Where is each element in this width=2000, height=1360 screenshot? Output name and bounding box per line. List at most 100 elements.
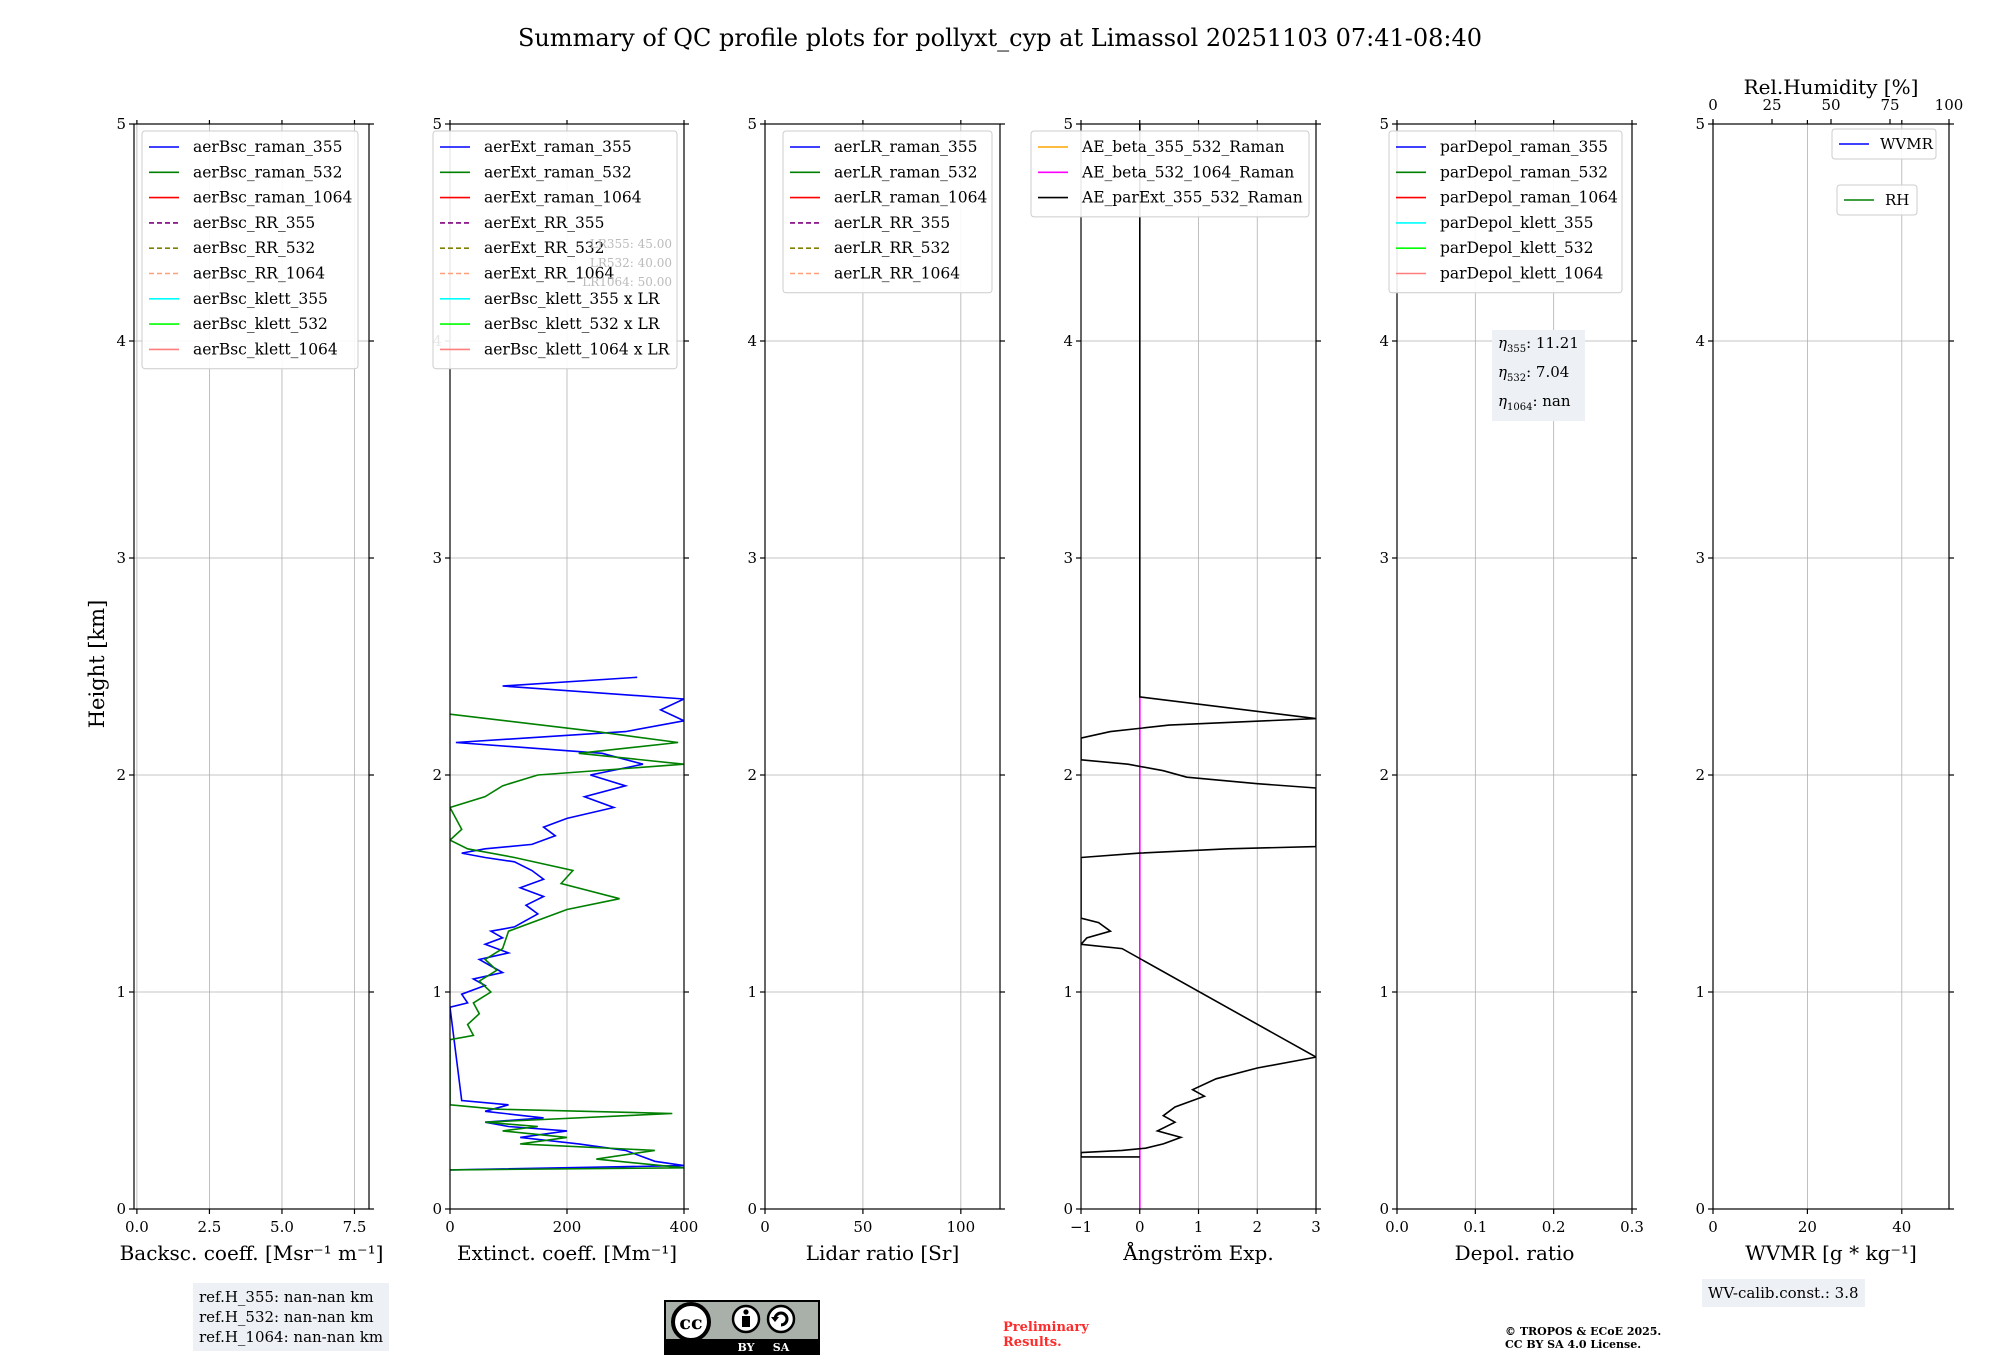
y-tick-label: 2: [432, 766, 442, 784]
legend-label: aerExt_raman_532: [484, 163, 632, 181]
x-tick-label: 1: [1194, 1218, 1204, 1236]
preliminary-results-note: Preliminary Results.: [1003, 1320, 1089, 1350]
legend-box: [141, 130, 359, 370]
y-tick-label: 5: [1695, 115, 1705, 133]
x-tick-label: −1: [1070, 1218, 1092, 1236]
legend-label: aerExt_RR_1064: [484, 265, 615, 283]
legend-label: aerBsc_klett_1064: [193, 340, 338, 358]
legend-label: aerBsc_klett_532: [193, 315, 328, 333]
legend-label: AE_beta_355_532_Raman: [1081, 138, 1284, 156]
legend-label: aerExt_raman_1064: [484, 189, 642, 207]
top-tick-label: 100: [1935, 96, 1964, 114]
legend-label: parDepol_klett_1064: [1440, 265, 1603, 283]
y-tick-label: 4: [747, 332, 757, 350]
x-tick-label: 0.0: [125, 1218, 149, 1236]
x-tick-label: 0: [1135, 1218, 1145, 1236]
top-tick-label: 75: [1880, 96, 1899, 114]
figure-title: Summary of QC profile plots for pollyxt_…: [517, 24, 1483, 52]
legend-label: aerLR_RR_355: [834, 214, 950, 232]
legend-label: parDepol_klett_355: [1440, 214, 1593, 232]
lidar-ratio-annotation: LR532: 40.00: [590, 256, 672, 270]
wv-calibration-box: WV-calib.const.: 3.8: [1702, 1279, 1865, 1307]
x-axis-label: Depol. ratio: [1455, 1241, 1575, 1265]
legend-label: AE_beta_532_1064_Raman: [1081, 163, 1294, 181]
x-tick-label: 0.0: [1385, 1218, 1409, 1236]
legend-label: aerBsc_RR_1064: [193, 265, 325, 283]
legend-label: aerLR_RR_532: [834, 239, 950, 257]
y-tick-label: 5: [747, 115, 757, 133]
y-tick-label: 1: [1695, 983, 1705, 1001]
top-tick-label: 50: [1821, 96, 1840, 114]
preliminary-line-2: Results.: [1003, 1335, 1062, 1350]
x-axis-label: Extinct. coeff. [Mm⁻¹]: [457, 1241, 677, 1265]
y-tick-label: 3: [1063, 549, 1073, 567]
cc-license-badge: cc BY SA: [664, 1300, 820, 1359]
panel-lr: 0 50 100 0 1 2 3 4 5 Lidar ratio [Sr] aerLR_raman_…: [747, 115, 1005, 1265]
reference-height-box: ref.H_355: nan-nan km ref.H_532: nan-nan…: [193, 1283, 390, 1351]
x-tick-label: 0.3: [1620, 1218, 1644, 1236]
y-tick-label: 3: [116, 549, 126, 567]
legend-label: AE_parExt_355_532_Raman: [1081, 189, 1303, 207]
x-tick-label: 0: [760, 1218, 770, 1236]
x-tick-label: 5.0: [270, 1218, 294, 1236]
sa-share-alike-icon: [766, 1304, 796, 1334]
legend-label: aerLR_raman_355: [834, 138, 977, 156]
y-tick-label: 1: [1063, 983, 1073, 1001]
legend-label: RH: [1885, 191, 1909, 209]
legend-label: aerBsc_klett_1064 x LR: [484, 340, 671, 358]
y-tick-label: 1: [116, 983, 126, 1001]
y-tick-label: 4: [1063, 332, 1073, 350]
legend-label: parDepol_klett_532: [1440, 239, 1593, 257]
x-axis-label: Backsc. coeff. [Msr⁻¹ m⁻¹]: [120, 1241, 384, 1265]
axes-frame: [764, 123, 1001, 1210]
y-tick-label: 5: [432, 115, 442, 133]
copyright-line-2: CC BY SA 4.0 License.: [1505, 1338, 1642, 1351]
cc-logo-icon: [671, 1302, 711, 1342]
y-tick-label: 0: [116, 1200, 126, 1218]
y-tick-label: 4: [1695, 332, 1705, 350]
legend-label: aerExt_RR_355: [484, 214, 605, 232]
x-tick-label: 0: [1708, 1218, 1718, 1236]
series-line-aerExt_raman_532: [450, 713, 684, 1171]
eta-355: η355: 11.21: [1498, 334, 1579, 355]
copyright-note: © TROPOS & ECoE 2025. CC BY SA 4.0 Licen…: [1505, 1325, 1661, 1351]
legend-box: [1388, 130, 1623, 294]
top-tick-label: 0: [1708, 96, 1718, 114]
x-tick-label: 200: [553, 1218, 582, 1236]
x-tick-label: 2: [1252, 1218, 1262, 1236]
legend-label: parDepol_raman_1064: [1440, 189, 1618, 207]
ref-height-355: ref.H_355: nan-nan km: [199, 1288, 374, 1306]
y-tick-label: 2: [747, 766, 757, 784]
legend-label: parDepol_raman_532: [1440, 163, 1608, 181]
x-tick-label: 0.2: [1542, 1218, 1566, 1236]
sa-label: SA: [773, 1341, 790, 1354]
top-axis-label: Rel.Humidity [%]: [1744, 75, 1919, 99]
legend-label: aerExt_RR_532: [484, 239, 605, 257]
y-tick-label: 0: [432, 1200, 442, 1218]
ref-height-1064: ref.H_1064: nan-nan km: [199, 1328, 384, 1346]
legend-label: aerLR_RR_1064: [834, 265, 960, 283]
legend-box: [1030, 130, 1310, 218]
y-tick-label: 3: [747, 549, 757, 567]
legend-label: WVMR: [1880, 135, 1934, 153]
y-tick-label: 4: [116, 332, 126, 350]
y-axis-label: Height [km]: [85, 600, 109, 729]
x-tick-label: 40: [1892, 1218, 1911, 1236]
legend-box: [432, 130, 678, 370]
preliminary-line-1: Preliminary: [1003, 1320, 1089, 1335]
panel-wv: 0 20 40 0 1 2 3 4 5 WVMR [g * kg⁻¹] 0 25 50 75 100 Rel.…: [1695, 75, 1963, 1265]
x-tick-label: 50: [853, 1218, 872, 1236]
y-tick-label: 0: [747, 1200, 757, 1218]
x-tick-label: 7.5: [343, 1218, 367, 1236]
legend-label: parDepol_raman_355: [1440, 138, 1608, 156]
legend-label: aerBsc_raman_355: [193, 138, 343, 156]
y-tick-label: 1: [747, 983, 757, 1001]
copyright-line-1: © TROPOS & ECoE 2025.: [1505, 1325, 1662, 1338]
wv-calibration-constant: WV-calib.const.: 3.8: [1708, 1284, 1859, 1302]
legend-box: [782, 130, 993, 294]
series-line-AE_parExt_355_532_Raman: [1081, 124, 1316, 1158]
ref-height-532: ref.H_532: nan-nan km: [199, 1308, 374, 1326]
x-tick-label: 3: [1311, 1218, 1321, 1236]
panel-ext: 0200400012345Extinct. coeff. [Mm⁻¹]aerEx…: [432, 115, 698, 1265]
